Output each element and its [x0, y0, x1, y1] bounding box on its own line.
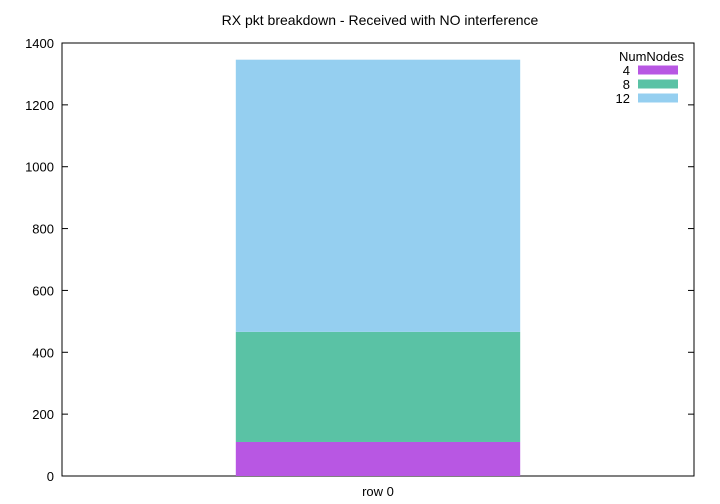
legend-swatch-4: [638, 65, 678, 75]
bar-segment-8: [235, 331, 521, 442]
legend-label-12: 12: [616, 91, 630, 106]
y-tick-label: 0: [47, 469, 54, 484]
legend-swatch-8: [638, 79, 678, 89]
x-tick-label: row 0: [362, 484, 394, 499]
legend-label-4: 4: [623, 63, 630, 78]
legend-title: NumNodes: [619, 49, 685, 64]
legend-label-8: 8: [623, 77, 630, 92]
bar-segment-4: [235, 441, 521, 476]
bar-stack: [235, 59, 521, 476]
y-tick-label: 800: [32, 222, 54, 237]
y-tick-label: 600: [32, 283, 54, 298]
y-tick-label: 1200: [25, 98, 54, 113]
y-axis: 0 200 400 600 800 1000 1200 1400: [25, 36, 694, 484]
y-tick-label: 1400: [25, 36, 54, 51]
legend-swatch-12: [638, 93, 678, 103]
bar-segment-12: [235, 59, 521, 332]
y-tick-label: 200: [32, 407, 54, 422]
y-tick-label: 1000: [25, 160, 54, 175]
chart-title: RX pkt breakdown - Received with NO inte…: [222, 12, 539, 28]
y-tick-label: 400: [32, 345, 54, 360]
